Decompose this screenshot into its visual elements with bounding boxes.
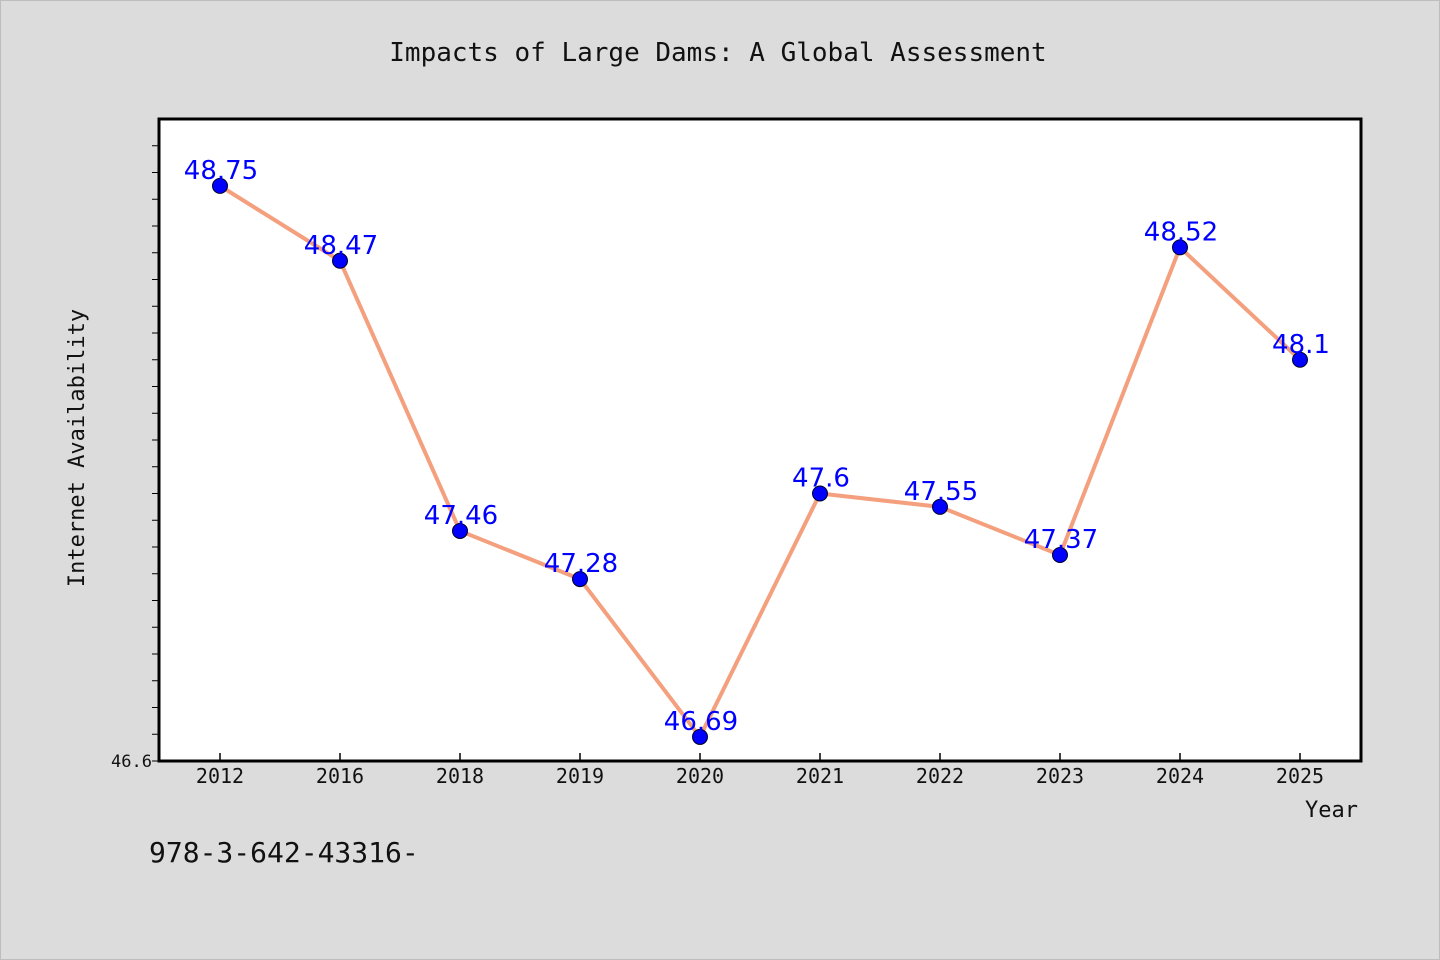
series-line: [218, 184, 1302, 739]
x-tick-label: 2018: [436, 764, 484, 788]
x-tick-label: 2020: [676, 764, 724, 788]
series-1: 48.75 48.47 47.46 47.28 46.69 47.6 47.55 47.37 4…: [184, 156, 1330, 745]
data-point: [572, 571, 588, 588]
data-point: [332, 252, 348, 269]
y-axis-ticks: [152, 145, 159, 762]
data-point: [452, 522, 468, 539]
plot-area: [157, 117, 1363, 763]
x-tick-label: 2022: [916, 764, 964, 788]
x-axis-ticks: 2012 2016 2018 2019 2020 2021 2022 2023 2024 2025: [196, 753, 1324, 788]
footer-text: 978-3-642-43316-: [149, 836, 419, 869]
data-label: 47.28: [544, 549, 618, 579]
y-axis-label: Internet Availability: [65, 309, 90, 587]
data-label: 47.46: [424, 501, 498, 531]
x-tick-label: 2024: [1156, 764, 1204, 788]
y-tick-label-min: 46.6: [111, 752, 152, 772]
x-tick-label: 2025: [1276, 764, 1324, 788]
x-axis-label: Year: [1305, 798, 1358, 823]
data-point: [692, 728, 708, 745]
data-point: [1172, 239, 1188, 256]
x-tick-label: 2012: [196, 764, 244, 788]
data-label: 47.37: [1024, 525, 1098, 555]
data-point: [1052, 547, 1068, 564]
data-point: [1292, 351, 1308, 368]
data-label: 47.6: [792, 464, 850, 494]
x-tick-label: 2016: [316, 764, 364, 788]
data-label: 48.47: [304, 231, 378, 261]
data-point: [212, 177, 228, 194]
data-point: [932, 498, 948, 515]
data-label: 46.69: [664, 707, 738, 737]
data-point: [812, 485, 828, 502]
x-tick-label: 2021: [796, 764, 844, 788]
data-label: 48.1: [1272, 330, 1330, 360]
chart-title: Impacts of Large Dams: A Global Assessme…: [389, 38, 1046, 68]
data-label: 48.75: [184, 156, 258, 186]
data-label: 47.55: [904, 477, 978, 507]
data-label: 48.52: [1144, 217, 1218, 247]
x-tick-label: 2019: [556, 764, 604, 788]
x-tick-label: 2023: [1036, 764, 1084, 788]
